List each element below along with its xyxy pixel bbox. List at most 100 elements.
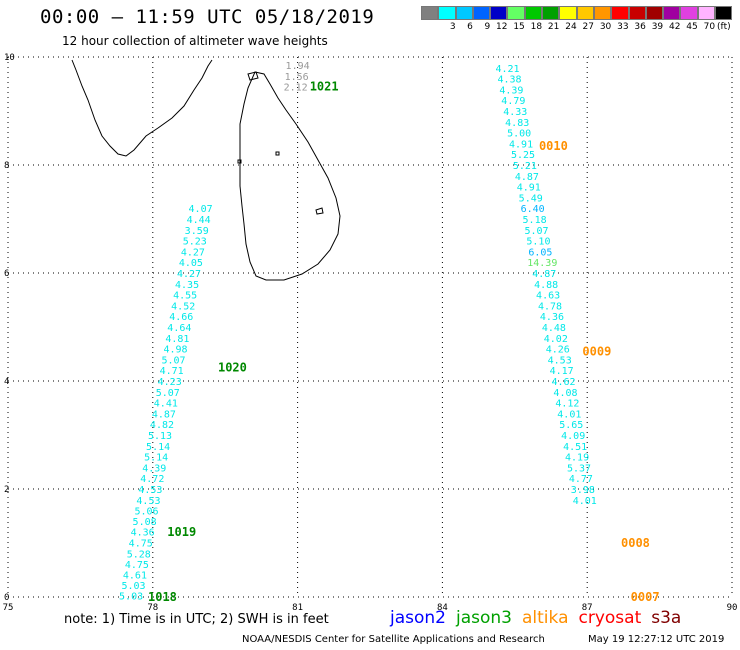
swh-value: 4.61 [123,570,147,581]
swh-value: 5.13 [148,431,172,442]
wave-height-color-scale: 3 6 9 12 15 18 21 24 27 30 33 36 39 42 45 70 (ft) [421,6,733,32]
swh-value: 4.26 [546,345,570,356]
swh-value: 3.59 [185,226,209,237]
swh-value: 4.08 [553,388,577,399]
swh-value: 4.39 [142,463,166,474]
swh-observations: 5.035.034.614.755.284.754.365.085.064.53… [119,61,597,602]
color-scale-label: 33 [617,22,629,32]
swh-value: 4.64 [167,323,191,334]
pass-id-label: 0010 [539,139,568,153]
swh-value: 4.48 [542,323,566,334]
x-tick-label: 81 [292,603,303,610]
y-tick-label: 4 [4,377,9,387]
color-scale-label: 12 [496,22,508,32]
grid-lines [7,56,733,598]
swh-value: 4.07 [189,204,213,215]
pass-id-label: 0009 [582,344,611,358]
color-scale-label: 36 [634,22,646,32]
swh-value: 6.40 [521,204,545,215]
color-scale-labels: 3 6 9 12 15 18 21 24 27 30 33 36 39 42 45 70 (ft) [421,22,732,32]
color-swatch [490,6,508,20]
swh-value: 4.53 [138,485,162,496]
swh-value: 5.14 [144,453,168,464]
swh-value: 4.87 [152,409,176,420]
swh-value: 4.71 [160,366,184,377]
swh-value: 4.81 [165,334,189,345]
swh-value: 4.87 [532,269,556,280]
swh-value: 4.19 [565,453,589,464]
swh-value: 5.37 [567,463,591,474]
swh-value: 4.72 [140,474,164,485]
swh-value: 4.01 [573,496,597,507]
color-swatch [559,6,577,20]
color-swatch [645,6,664,20]
y-tick-label: 8 [4,161,9,171]
swh-value: 4.66 [169,312,193,323]
swh-value: 5.23 [183,237,207,248]
satellite-cryosat: cryosat [578,608,642,628]
color-scale-label: 9 [484,22,491,32]
color-scale-label: 27 [582,22,594,32]
swh-value: 4.55 [173,291,197,302]
swh-value: 4.98 [163,345,187,356]
swh-value: 4.63 [536,291,560,302]
color-swatch [715,6,733,20]
pass-id-label: 1018 [148,590,177,604]
swh-value: 4.87 [515,172,539,183]
pass-id-label: 1019 [167,525,196,539]
color-swatch [697,6,716,20]
satellite-jason3: jason3 [456,608,512,628]
swh-value: 5.03 [119,591,143,602]
color-scale-label: 3 [449,22,456,32]
x-tick-label: 78 [147,603,158,610]
satellite-jason2: jason2 [390,608,446,628]
color-swatch [507,6,525,20]
x-tick-label: 87 [582,603,593,610]
swh-value: 4.83 [505,118,529,129]
color-swatch [455,6,473,20]
swh-value: 4.77 [569,474,593,485]
swh-value: 4.01 [557,409,581,420]
color-swatch [472,6,491,20]
satellite-altika: altika [522,608,569,628]
note-text: note: 1) Time is in UTC; 2) SWH is in fe… [64,612,329,627]
swh-value: 4.12 [555,399,579,410]
swh-value: 4.17 [550,366,574,377]
swh-value: 4.27 [177,269,201,280]
map-subtitle: 12 hour collection of altimeter wave hei… [62,34,328,48]
swh-value: 4.75 [125,560,149,571]
x-tick-label: 84 [437,603,448,610]
swh-value: 5.28 [127,549,151,560]
color-scale-label: 24 [565,22,577,32]
swh-value: 5.65 [559,420,583,431]
color-swatch [576,6,594,20]
swh-value: 4.05 [179,258,203,269]
swh-value: 4.51 [563,442,587,453]
satellite-s3a: s3a [651,608,682,628]
color-scale-label: 45 [686,22,698,32]
swh-value: 4.78 [538,301,562,312]
swh-value: 4.53 [136,496,160,507]
swh-value: 4.38 [497,75,521,86]
swh-value: 3.98 [571,485,595,496]
swh-value: 5.18 [523,215,547,226]
y-tick-label: 6 [4,269,9,279]
india-coastline [71,59,213,157]
swh-value: 5.14 [146,442,170,453]
coastline [71,59,341,281]
color-scale-label: 42 [669,22,681,32]
swh-value: 5.25 [511,150,535,161]
swh-value: 4.91 [509,139,533,150]
color-scale-label: 39 [651,22,664,32]
color-swatch [438,6,456,20]
pass-id-label: 1021 [310,80,339,94]
swh-value: 5.03 [121,581,145,592]
color-scale-label: 18 [530,22,543,32]
color-swatch [593,6,612,20]
color-swatch [663,6,681,20]
color-scale-unit: (ft) [717,22,731,32]
pass-id-label: 1020 [218,361,247,375]
sri-lanka-coastline [239,71,341,281]
swh-value: 4.79 [501,96,525,107]
island-marker [237,159,242,164]
